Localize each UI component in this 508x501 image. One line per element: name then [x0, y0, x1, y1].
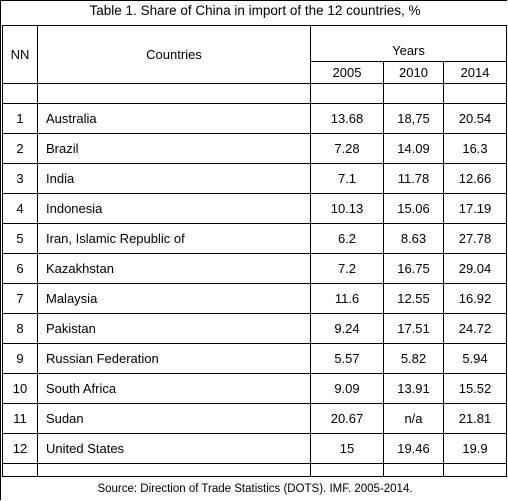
empty-cell	[310, 83, 384, 104]
cell: 7.28	[310, 133, 384, 164]
header-cell: NN	[2, 25, 38, 84]
cell: Russian Federation	[37, 343, 311, 374]
cell: 29.04	[443, 253, 507, 284]
spacer-row	[2, 83, 507, 104]
cell: Kazakhstan	[37, 253, 311, 284]
cell: 15	[310, 433, 384, 464]
cell: 17.19	[443, 193, 507, 224]
cell: 11.6	[310, 283, 384, 314]
table-title: Table 1. Share of China in import of the…	[89, 3, 421, 18]
cell: 16.3	[443, 133, 507, 164]
cell: 12	[2, 433, 38, 464]
empty-cell	[383, 463, 444, 477]
cell: 5.82	[383, 343, 444, 374]
source-note: Source: Direction of Trade Statistics (D…	[97, 483, 413, 495]
cell: n/a	[383, 403, 444, 434]
empty-cell	[37, 463, 311, 477]
cell: 1	[2, 103, 38, 134]
cell: 6.2	[310, 223, 384, 254]
cell: 3	[2, 163, 38, 194]
cell: 13.91	[383, 373, 444, 404]
cell: 11.78	[383, 163, 444, 194]
cell: 13.68	[310, 103, 384, 134]
data-row: 11 Sudan 20.67 n/a 21.81	[2, 403, 507, 434]
cell: 9.24	[310, 313, 384, 344]
cell: 19.46	[383, 433, 444, 464]
cell: Brazil	[37, 133, 311, 164]
cell: 16.92	[443, 283, 507, 314]
cell: 16.75	[383, 253, 444, 284]
data-row: 4 Indonesia 10.13 15.06 17.19	[2, 193, 507, 224]
header-row: NN Countries Years	[2, 25, 507, 84]
data-row: 6 Kazakhstan 7.2 16.75 29.04	[2, 253, 507, 284]
cell: 6	[2, 253, 38, 284]
data-row: 8 Pakistan 9.24 17.51 24.72	[2, 313, 507, 344]
cell: Indonesia	[37, 193, 311, 224]
cell: 20.54	[443, 103, 507, 134]
cell: Australia	[37, 103, 311, 134]
data-row: 5 Iran, Islamic Republic of 6.2 8.63 27.78	[2, 223, 507, 254]
data-row: 12 United States 15 19.46 19.9	[2, 433, 507, 464]
cell: India	[37, 163, 311, 194]
cell: 7.1	[310, 163, 384, 194]
cell: 4	[2, 193, 38, 224]
data-row: 10 South Africa 9.09 13.91 15.52	[2, 373, 507, 404]
empty-cell	[2, 83, 38, 104]
cell: United States	[37, 433, 311, 464]
cell: 10.13	[310, 193, 384, 224]
cell: 15.52	[443, 373, 507, 404]
cell: Iran, Islamic Republic of	[37, 223, 311, 254]
cell: 17.51	[383, 313, 444, 344]
cell: 9	[2, 343, 38, 374]
header-cell: Countries	[37, 25, 311, 84]
empty-cell	[37, 83, 311, 104]
data-row: 7 Malaysia 11.6 12.55 16.92	[2, 283, 507, 314]
cell: 12.66	[443, 163, 507, 194]
year-cell: 2005	[310, 61, 384, 84]
cell: 5.94	[443, 343, 507, 374]
cell: 8.63	[383, 223, 444, 254]
cell: Sudan	[37, 403, 311, 434]
empty-cell	[2, 463, 38, 477]
data-row: 3 India 7.1 11.78 12.66	[2, 163, 507, 194]
cell: 7	[2, 283, 38, 314]
cell: 21.81	[443, 403, 507, 434]
cell: 27.78	[443, 223, 507, 254]
cell: 24.72	[443, 313, 507, 344]
cell: 19.9	[443, 433, 507, 464]
data-row: 9 Russian Federation 5.57 5.82 5.94	[2, 343, 507, 374]
cell: 14.09	[383, 133, 444, 164]
empty-cell	[443, 83, 507, 104]
cell: 9.09	[310, 373, 384, 404]
cell: 11	[2, 403, 38, 434]
cell: 2	[2, 133, 38, 164]
cell: 15.06	[383, 193, 444, 224]
header-cell: Years	[310, 25, 507, 62]
cell: 5	[2, 223, 38, 254]
empty-cell	[443, 463, 507, 477]
empty-cell	[383, 83, 444, 104]
data-row: 2 Brazil 7.28 14.09 16.3	[2, 133, 507, 164]
cell: Malaysia	[37, 283, 311, 314]
cell: 10	[2, 373, 38, 404]
data-row: 1 Australia 13.68 18,75 20.54	[2, 103, 507, 134]
cell: 5.57	[310, 343, 384, 374]
data-table: NN Countries Years 2005 2010 2014 1 Australia 13…	[2, 25, 507, 477]
year-cell: 2014	[443, 61, 507, 84]
year-cell: 2010	[383, 61, 444, 84]
cell: South Africa	[37, 373, 311, 404]
cell: 7.2	[310, 253, 384, 284]
cell: 8	[2, 313, 38, 344]
cell: 20.67	[310, 403, 384, 434]
cell: Pakistan	[37, 313, 311, 344]
cell: 18,75	[383, 103, 444, 134]
spacer-row	[2, 463, 507, 477]
cell: 12.55	[383, 283, 444, 314]
empty-cell	[310, 463, 384, 477]
